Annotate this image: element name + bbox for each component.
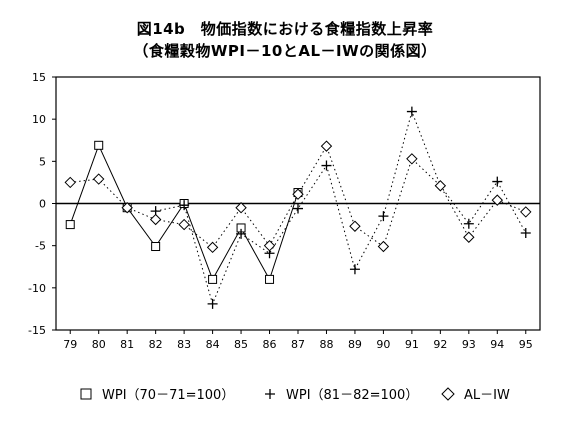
x-tick-label: 85 <box>234 338 248 351</box>
square-marker-icon <box>78 386 94 402</box>
diamond-marker-icon <box>440 386 456 402</box>
legend-item-wpi-81: WPI（81－82=100） <box>262 384 418 403</box>
y-tick-label: -5 <box>35 240 46 253</box>
legend-label-wpi-70: WPI（70－71=100） <box>102 388 235 403</box>
chart-subtitle: （食糧穀物WPI－10とAL－IWの関係図） <box>133 42 437 60</box>
data-point-plus <box>293 203 303 214</box>
x-tick-label: 94 <box>490 338 504 351</box>
data-point-plus <box>378 211 389 222</box>
y-tick-label: -10 <box>28 282 46 295</box>
x-tick-label: 83 <box>177 338 191 351</box>
legend-item-al-iw: AL－IW <box>440 384 510 403</box>
x-tick-label: 86 <box>263 338 277 351</box>
data-point-diamond <box>206 241 219 254</box>
x-tick-label: 80 <box>92 338 106 351</box>
data-point-plus <box>406 106 417 117</box>
data-point-plus <box>321 160 332 171</box>
data-point-diamond <box>434 180 447 192</box>
data-point-plus <box>236 228 247 239</box>
data-point-square <box>94 140 104 150</box>
legend-item-wpi-70: WPI（70－71=100） <box>78 384 234 403</box>
legend-label-al-iw: AL－IW <box>464 388 510 403</box>
data-point-diamond <box>263 239 276 252</box>
legend-label-wpi-81: WPI（81－82=100） <box>286 388 419 403</box>
data-point-plus <box>207 298 218 309</box>
data-point-square <box>65 220 75 230</box>
data-point-diamond <box>292 188 304 200</box>
plus-marker-icon <box>262 386 278 402</box>
legend: WPI（70－71=100） WPI（81－82=100） AL－IW <box>0 378 570 408</box>
y-tick-label: -15 <box>28 324 46 337</box>
data-point-diamond <box>121 202 133 214</box>
chart-title: 図14b 物価指数における食糧指数上昇率 <box>136 20 434 38</box>
data-point-diamond <box>92 173 105 185</box>
y-tick-label: 5 <box>39 155 46 168</box>
data-point-diamond <box>349 220 361 232</box>
x-tick-label: 92 <box>433 338 447 351</box>
series-line-1 <box>69 143 299 281</box>
data-point-plus <box>463 218 474 229</box>
data-point-diamond <box>178 218 190 231</box>
x-tick-label: 82 <box>149 338 163 351</box>
data-point-diamond <box>64 176 76 189</box>
data-point-diamond <box>491 194 504 206</box>
x-tick-label: 90 <box>376 338 390 351</box>
data-point-diamond <box>149 213 162 226</box>
data-point-square <box>265 274 275 284</box>
data-point-square <box>151 242 161 252</box>
x-tick-label: 79 <box>63 338 77 351</box>
data-point-diamond <box>377 240 390 253</box>
series-line-2 <box>155 109 527 306</box>
x-tick-label: 84 <box>206 338 220 351</box>
data-point-diamond <box>235 202 247 214</box>
x-tick-label: 81 <box>120 338 134 351</box>
data-point-plus <box>349 264 360 275</box>
x-tick-label: 93 <box>462 338 476 351</box>
x-tick-label: 87 <box>291 338 305 351</box>
data-point-diamond <box>463 231 475 243</box>
x-tick-label: 88 <box>319 338 333 351</box>
y-tick-label: 10 <box>32 113 46 126</box>
data-point-diamond <box>520 206 532 218</box>
data-point-diamond <box>406 153 418 165</box>
data-point-plus <box>520 228 531 239</box>
y-tick-label: 15 <box>32 71 46 84</box>
x-tick-label: 95 <box>519 338 533 351</box>
x-tick-label: 91 <box>405 338 419 351</box>
data-point-plus <box>492 176 503 187</box>
y-tick-label: 0 <box>39 198 46 211</box>
x-tick-label: 89 <box>348 338 362 351</box>
data-point-square <box>208 274 218 284</box>
data-point-diamond <box>320 140 333 152</box>
data-point-plus <box>179 200 190 211</box>
chart: 15 10 5 0 -5 -10 -15 79 80 81 82 83 84 85 86 87 88 89 90 91… <box>28 71 541 351</box>
